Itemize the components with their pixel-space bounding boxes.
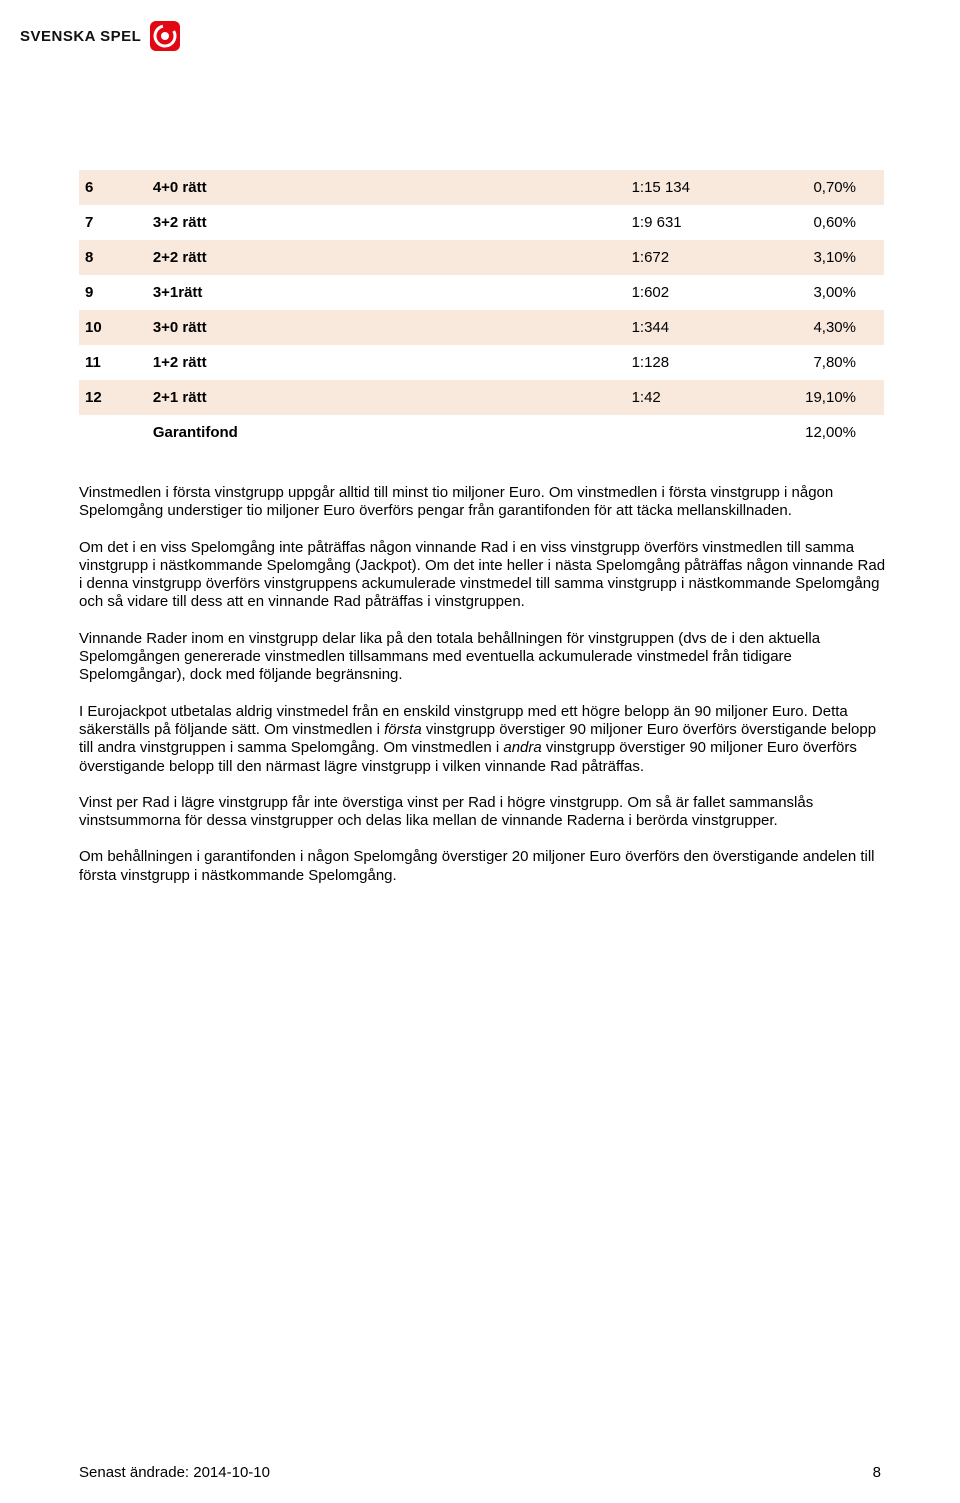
row-number: 9: [79, 275, 147, 310]
table-row: 9 3+1rätt 1:602 3,00%: [79, 275, 884, 310]
percent-value: 3,00%: [776, 275, 884, 310]
percent-value: 4,30%: [776, 310, 884, 345]
text-emphasis: andra: [503, 739, 541, 756]
odds-value: 1:9 631: [292, 205, 777, 240]
brand-text: SVENSKA SPEL: [20, 28, 141, 45]
row-number: 7: [79, 205, 147, 240]
odds-value: 1:42: [292, 380, 777, 415]
table-row: 12 2+1 rätt 1:42 19,10%: [79, 380, 884, 415]
prize-table: 6 4+0 rätt 1:15 134 0,70% 7 3+2 rätt 1:9…: [79, 170, 884, 450]
odds-value: [292, 415, 777, 450]
paragraph: I Eurojackpot utbetalas aldrig vinstmede…: [79, 703, 890, 776]
paragraph: Om det i en viss Spelomgång inte påträff…: [79, 539, 890, 612]
percent-value: 0,70%: [776, 170, 884, 205]
table-row: 6 4+0 rätt 1:15 134 0,70%: [79, 170, 884, 205]
category-label: Garantifond: [147, 415, 292, 450]
odds-value: 1:128: [292, 345, 777, 380]
percent-value: 3,10%: [776, 240, 884, 275]
odds-value: 1:672: [292, 240, 777, 275]
odds-value: 1:344: [292, 310, 777, 345]
row-number: 11: [79, 345, 147, 380]
percent-value: 7,80%: [776, 345, 884, 380]
row-number: 6: [79, 170, 147, 205]
paragraph: Vinnande Rader inom en vinstgrupp delar …: [79, 630, 890, 685]
percent-value: 12,00%: [776, 415, 884, 450]
table-row: 8 2+2 rätt 1:672 3,10%: [79, 240, 884, 275]
paragraph: Om behållningen i garantifonden i någon …: [79, 848, 890, 885]
category-label: 4+0 rätt: [147, 170, 292, 205]
brand-icon: [147, 18, 183, 54]
row-number: 12: [79, 380, 147, 415]
percent-value: 19,10%: [776, 380, 884, 415]
category-label: 3+2 rätt: [147, 205, 292, 240]
percent-value: 0,60%: [776, 205, 884, 240]
row-number: 8: [79, 240, 147, 275]
row-number: [79, 415, 147, 450]
odds-value: 1:15 134: [292, 170, 777, 205]
paragraph: Vinstmedlen i första vinstgrupp uppgår a…: [79, 484, 890, 521]
category-label: 3+0 rätt: [147, 310, 292, 345]
text-emphasis: första: [384, 721, 422, 738]
table-row: 10 3+0 rätt 1:344 4,30%: [79, 310, 884, 345]
category-label: 1+2 rätt: [147, 345, 292, 380]
table-row: 7 3+2 rätt 1:9 631 0,60%: [79, 205, 884, 240]
table-row: 11 1+2 rätt 1:128 7,80%: [79, 345, 884, 380]
footer-date: Senast ändrade: 2014-10-10: [79, 1464, 270, 1481]
row-number: 10: [79, 310, 147, 345]
brand-logo: SVENSKA SPEL: [20, 18, 183, 54]
category-label: 2+2 rätt: [147, 240, 292, 275]
table-row-garantifond: Garantifond 12,00%: [79, 415, 884, 450]
page-number: 8: [873, 1464, 881, 1481]
category-label: 2+1 rätt: [147, 380, 292, 415]
body-paragraphs: Vinstmedlen i första vinstgrupp uppgår a…: [79, 484, 890, 885]
page-footer: Senast ändrade: 2014-10-10 8: [79, 1464, 881, 1481]
odds-value: 1:602: [292, 275, 777, 310]
paragraph: Vinst per Rad i lägre vinstgrupp får int…: [79, 794, 890, 831]
category-label: 3+1rätt: [147, 275, 292, 310]
